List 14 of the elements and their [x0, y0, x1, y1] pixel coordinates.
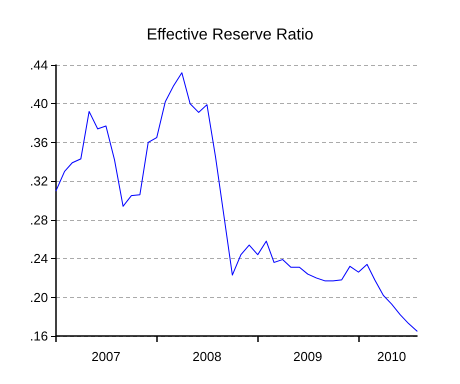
y-tick-label: .44	[30, 58, 48, 72]
chart-title: Effective Reserve Ratio	[146, 26, 314, 44]
y-tick-label: .40	[30, 96, 48, 112]
y-tick-label: .24	[30, 251, 48, 266]
y-tick-label: .20	[30, 290, 48, 305]
y-tick-label: .36	[30, 134, 48, 150]
y-tick-label: .28	[30, 212, 48, 228]
line-series	[56, 72, 418, 332]
x-tick-label: 2007	[91, 349, 120, 364]
x-tick-label: 2009	[293, 349, 322, 364]
y-tick-label: .16	[30, 328, 48, 344]
x-tick-label: 2008	[192, 349, 222, 364]
y-tick-label: .32	[30, 174, 48, 189]
x-tick-label: 2010	[377, 349, 406, 364]
